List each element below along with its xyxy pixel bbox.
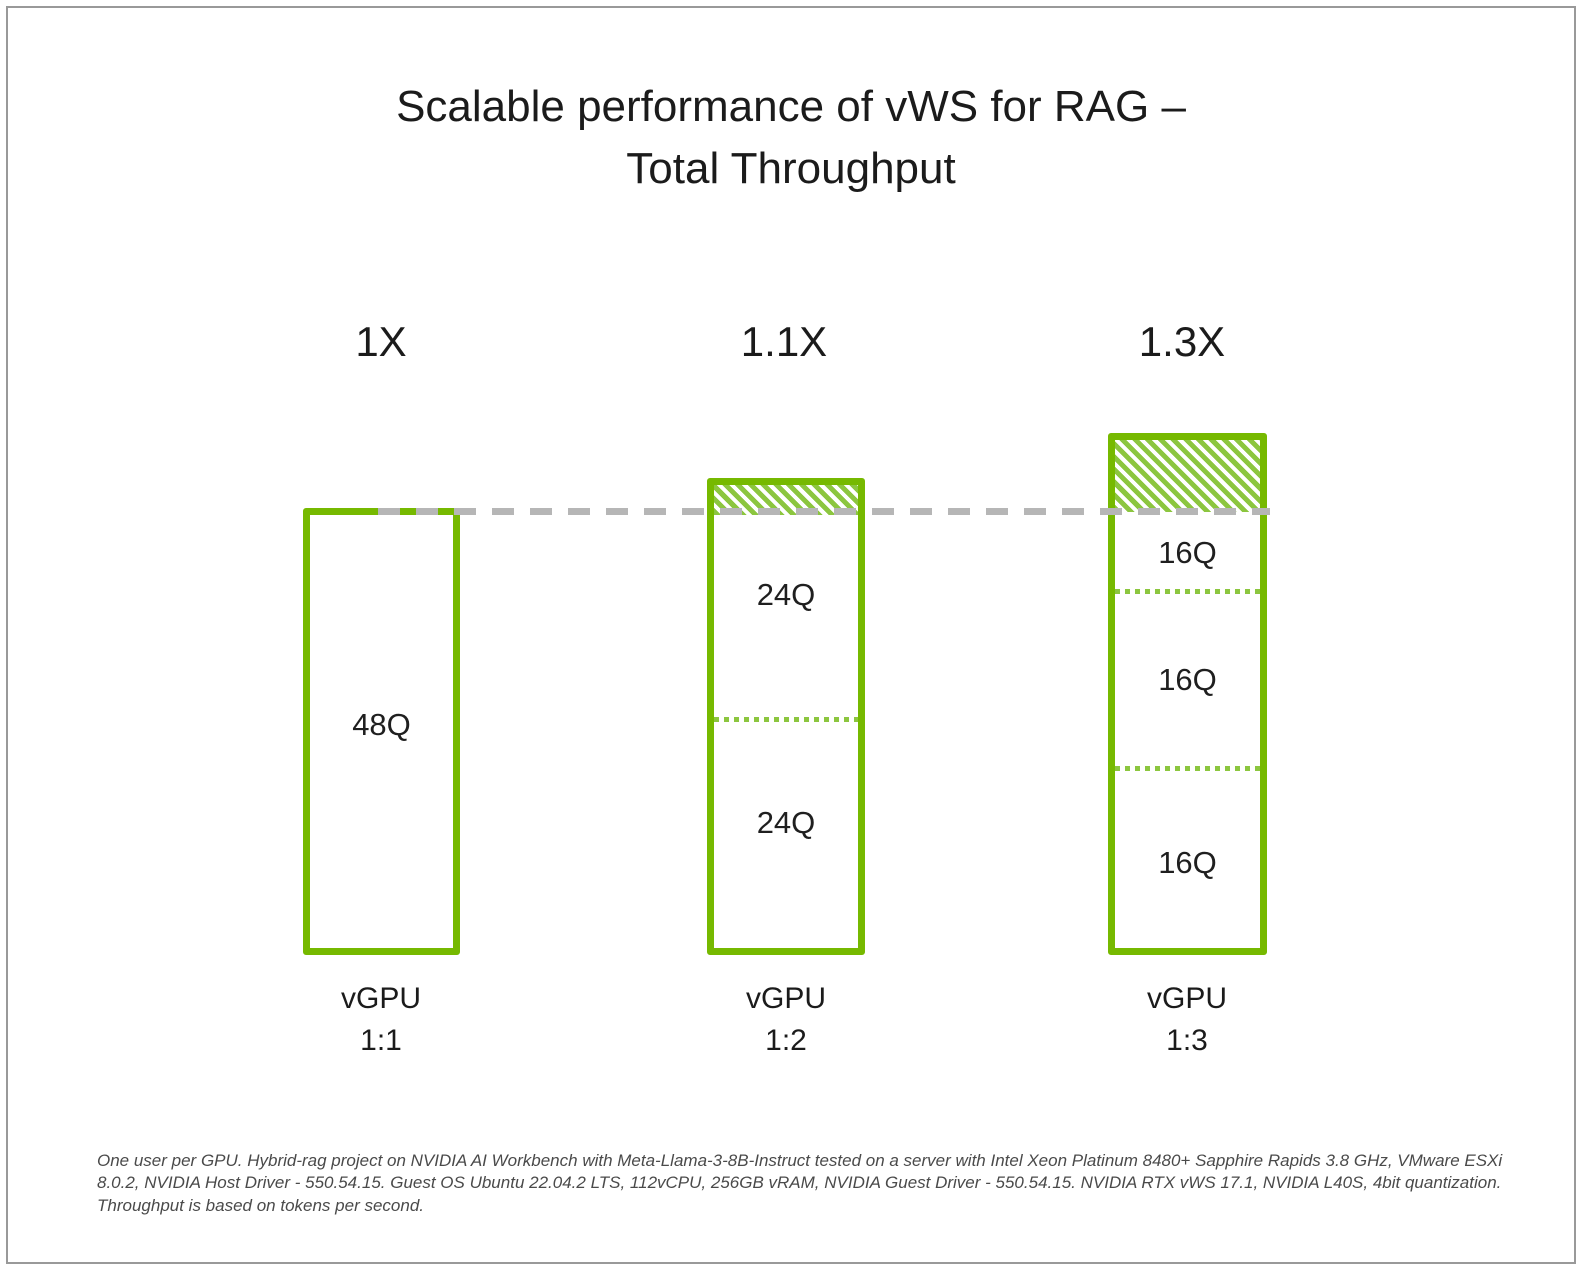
segment-label-24q-bottom: 24Q [756,805,816,840]
segment-label-24q-top: 24Q [756,577,816,612]
segment-divider [1115,589,1260,594]
multiplier-label-1-1x: 1.1X [740,318,828,365]
xaxis-label-vgpu-1-1: vGPU 1:1 [340,982,422,1057]
multiplier-label-1x: 1X [355,318,407,365]
xaxis-label-vgpu-1-2: vGPU 1:2 [745,982,827,1057]
multiplier-label-1-3x: 1.3X [1138,318,1226,365]
segment-label-16q-top: 16Q [1158,535,1217,570]
segment-label-16q-bottom: 16Q [1158,845,1217,880]
xaxis-label-vgpu-1-3: vGPU 1:3 [1146,982,1228,1057]
overflow-hatch [1115,440,1260,512]
bar-vgpu-1-3: 16Q 16Q 16Q [1108,433,1267,955]
bar-vgpu-1-2: 24Q 24Q [707,478,865,955]
segment-label-48q: 48Q [352,707,411,742]
footnote: One user per GPU. Hybrid-rag project on … [97,1151,1503,1215]
segment-label-16q-middle: 16Q [1158,662,1217,697]
baseline-dashed-line [378,508,1270,515]
chart-title: Scalable performance of vWS for RAG – To… [396,82,1186,194]
segment-divider [714,717,858,722]
segment-divider [1115,766,1260,771]
bar-vgpu-1-1: 48Q [303,508,460,955]
